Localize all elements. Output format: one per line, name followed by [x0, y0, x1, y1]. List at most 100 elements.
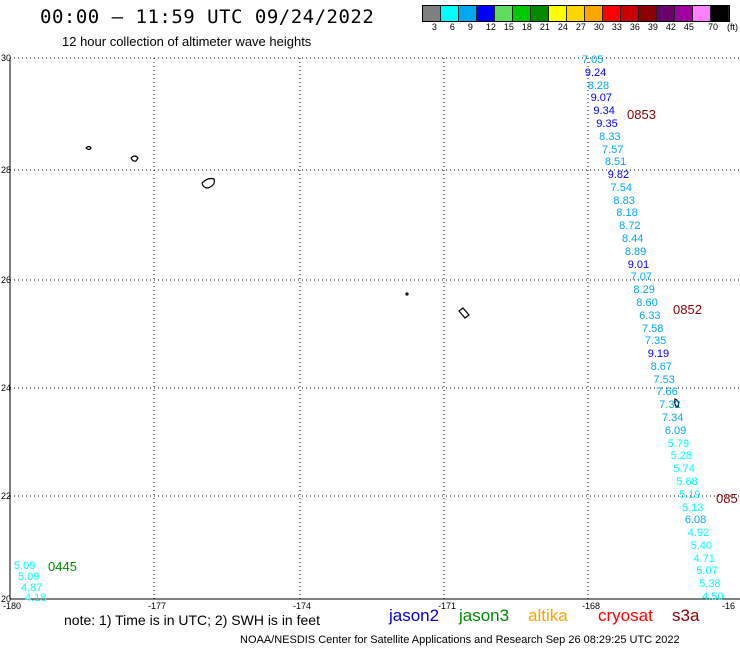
wave-height-label: 5.38 — [699, 578, 721, 591]
legend-label: 3 — [431, 22, 437, 32]
wave-height-label: 7.34 — [662, 412, 684, 424]
mission-jason2: jason2 — [389, 606, 440, 625]
y-tick-label: 22 — [1, 491, 12, 501]
wave-height-label: 5.79 — [667, 437, 690, 450]
wave-height-label: 7.35 — [644, 335, 667, 348]
wave-height-label: 9.07 — [590, 92, 612, 105]
wave-height-label: 4.87 — [21, 582, 43, 594]
wave-height-label: 7.66 — [656, 386, 678, 399]
legend-label: 42 — [665, 22, 676, 32]
x-tick-label: -174 — [293, 601, 312, 611]
x-tick-label: -180 — [3, 601, 22, 611]
mission-altika: altika — [528, 606, 568, 625]
islands — [85, 145, 680, 408]
wave-height-label: 7.58 — [642, 322, 664, 335]
footnote: note: 1) Time is in UTC; 2) SWH is in fe… — [64, 612, 320, 628]
legend-swatch — [423, 6, 441, 21]
wave-height-label: 9.24 — [584, 66, 607, 79]
legend-swatch — [675, 6, 693, 21]
wave-height-label: 8.18 — [616, 207, 638, 220]
legend-swatch — [459, 6, 477, 21]
wave-height-color-legend — [422, 5, 730, 22]
wave-height-label: 6.08 — [684, 514, 707, 527]
wave-height-label: 5.19 — [679, 488, 701, 501]
wave-height-label: 8.29 — [633, 284, 655, 297]
wave-height-label: 7.32 — [659, 399, 681, 412]
island-5 — [458, 307, 470, 319]
wave-height-label: 5.28 — [670, 450, 692, 463]
x-tick-label: -168 — [582, 601, 601, 611]
map-title: 00:00 – 11:59 UTC 09/24/2022 — [40, 6, 375, 28]
legend-label: 6 — [449, 22, 455, 32]
mission-s3a: s3a — [672, 606, 700, 625]
x-tick-label: -16 — [722, 601, 736, 611]
wave-height-label: 8.51 — [604, 156, 627, 169]
y-tick-label: 26 — [1, 275, 12, 285]
legend-swatch — [639, 6, 657, 21]
wave-height-label: 4.71 — [693, 552, 715, 565]
wave-height-label: 4.50 — [702, 591, 724, 603]
y-tick-label: 28 — [1, 165, 12, 175]
y-tick-label: 20 — [1, 594, 12, 604]
wave-height-label: 8.28 — [587, 79, 610, 92]
legend-label: 24 — [557, 22, 568, 32]
wave-height-label: 9.19 — [647, 348, 670, 361]
map-subtitle: 12 hour collection of altimeter wave hei… — [62, 34, 312, 49]
legend-label: 15 — [503, 22, 514, 32]
wave-height-label: 5.13 — [682, 501, 704, 514]
wave-height-label: 8.83 — [613, 194, 635, 207]
legend-swatch — [441, 6, 459, 21]
legend-label: 18 — [521, 22, 532, 32]
legend-swatch — [693, 6, 711, 21]
pass-time-label: 0853 — [627, 107, 656, 122]
legend-swatch — [567, 6, 585, 21]
legend-label: 33 — [611, 22, 622, 32]
legend-label: 21 — [539, 22, 550, 32]
legend-label: 70 — [708, 22, 719, 32]
island-3 — [201, 177, 215, 189]
wave-height-label: 5.40 — [690, 539, 712, 552]
y-tick-label: 30 — [1, 53, 12, 63]
wave-height-label: 9.82 — [607, 169, 630, 182]
legend-swatch — [513, 6, 531, 21]
legend-swatch — [549, 6, 567, 21]
pass-time-label: 085 — [716, 491, 738, 506]
grid-lines — [9, 57, 740, 600]
legend-swatch — [657, 6, 675, 21]
wave-height-label: 6.33 — [639, 309, 661, 322]
mission-jason3: jason3 — [459, 606, 510, 625]
wave-height-label: 4.92 — [687, 527, 710, 540]
legend-label: 9 — [467, 22, 473, 32]
island-4 — [405, 292, 409, 296]
legend-label: 45 — [683, 22, 694, 32]
legend-swatch — [477, 6, 495, 21]
wave-height-label: 5.74 — [673, 463, 695, 476]
wave-height-label: 5.09 — [14, 560, 36, 572]
legend-label: 39 — [647, 22, 658, 32]
x-tick-label: -177 — [148, 601, 167, 611]
legend-swatch — [603, 6, 621, 21]
legend-label: 30 — [593, 22, 604, 32]
wave-height-label: 7.05 — [582, 54, 604, 66]
legend-swatch — [711, 6, 729, 21]
wave-height-label: 8.44 — [622, 233, 644, 245]
island-2 — [130, 155, 139, 162]
wave-height-label: 9.35 — [596, 117, 618, 130]
island-6 — [674, 398, 680, 408]
wave-height-label: 9.34 — [593, 105, 615, 118]
x-tick-label: -171 — [438, 601, 457, 611]
wave-height-label: 5.68 — [676, 475, 698, 488]
wave-height-label: 7.57 — [602, 143, 624, 156]
island-1 — [85, 145, 92, 151]
legend-swatch — [531, 6, 549, 21]
wave-height-label: 9.01 — [627, 258, 650, 271]
wave-height-label: 7.54 — [610, 181, 632, 194]
wave-height-label: 5.09 — [18, 571, 40, 583]
mission-cryosat: cryosat — [598, 606, 653, 625]
credit-line: NOAA/NESDIS Center for Satellite Applica… — [240, 634, 680, 646]
legend-label: 12 — [485, 22, 496, 32]
legend-swatch — [495, 6, 513, 21]
wave-height-label: 7.07 — [630, 271, 652, 284]
legend-swatch — [621, 6, 639, 21]
